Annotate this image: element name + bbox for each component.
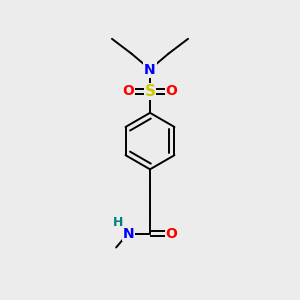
Text: O: O <box>166 226 177 241</box>
Text: S: S <box>145 84 155 99</box>
Text: O: O <box>166 84 177 98</box>
Text: N: N <box>123 226 134 241</box>
Text: H: H <box>113 216 123 229</box>
Text: N: N <box>144 63 156 77</box>
Text: O: O <box>123 84 134 98</box>
